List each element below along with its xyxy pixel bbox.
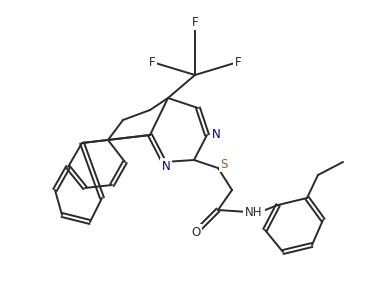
Text: S: S [220, 158, 228, 171]
Text: F: F [149, 55, 155, 68]
Text: F: F [192, 16, 198, 29]
Text: O: O [192, 225, 200, 238]
Text: N: N [162, 160, 170, 173]
Text: F: F [235, 55, 241, 68]
Text: N: N [212, 129, 220, 142]
Text: NH: NH [245, 206, 263, 219]
